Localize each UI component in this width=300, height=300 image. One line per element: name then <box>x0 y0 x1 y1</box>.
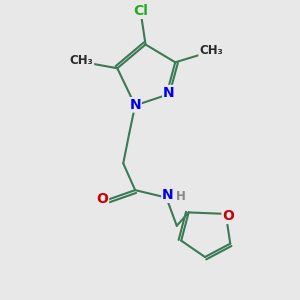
Text: O: O <box>222 209 234 223</box>
Text: N: N <box>129 98 141 112</box>
Text: N: N <box>162 188 174 202</box>
Text: CH₃: CH₃ <box>199 44 223 57</box>
Text: Cl: Cl <box>134 4 148 18</box>
Text: CH₃: CH₃ <box>70 54 94 67</box>
Text: N: N <box>163 85 175 100</box>
Text: O: O <box>97 192 108 206</box>
Text: H: H <box>176 190 186 202</box>
